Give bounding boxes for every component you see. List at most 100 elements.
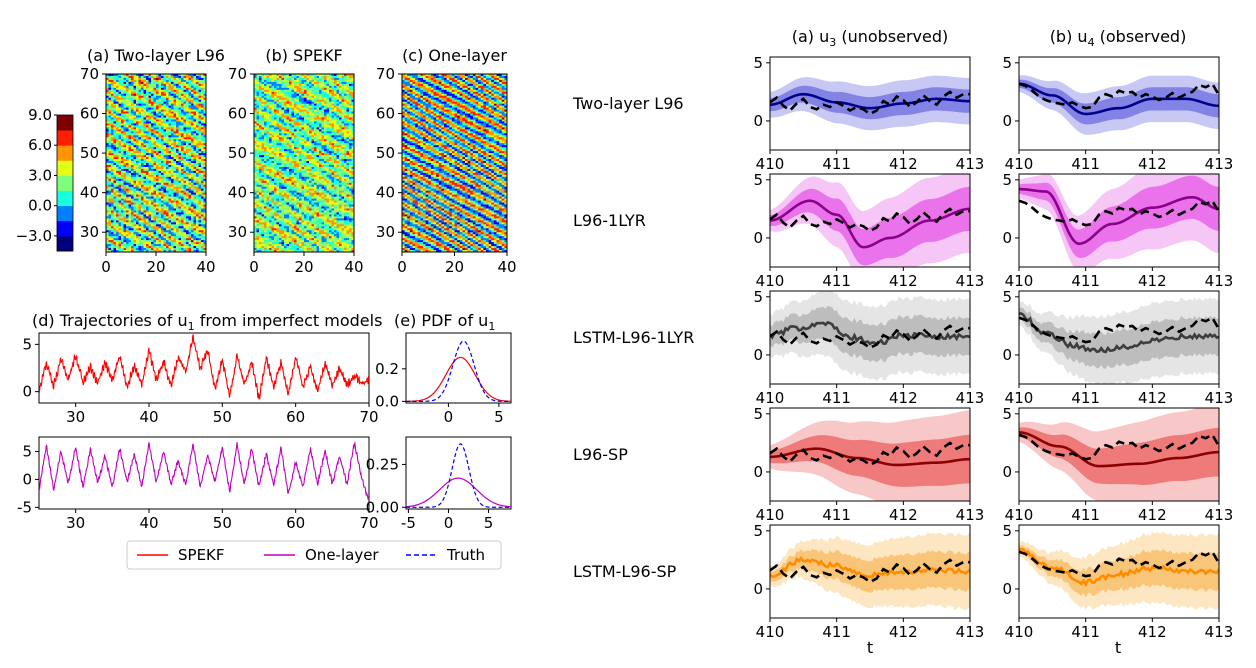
- heatmap-cell: [181, 139, 184, 142]
- heatmap-cell: [198, 212, 202, 215]
- heatmap-cell: [193, 143, 197, 146]
- heatmap-cell: [146, 214, 149, 217]
- heatmap-cell: [198, 145, 202, 148]
- heatmap-cell: [121, 172, 124, 176]
- heatmap-cell: [193, 137, 197, 140]
- heatmap-cell: [183, 200, 187, 203]
- heatmap-cell: [186, 117, 189, 120]
- heatmap-cell: [166, 125, 169, 128]
- heatmap-cell: [156, 153, 159, 156]
- heatmap-cell: [123, 103, 127, 106]
- heatmap-cell: [186, 212, 189, 215]
- heatmap-cell: [128, 103, 132, 106]
- heatmap-cell: [178, 222, 182, 225]
- heatmap-cell: [118, 129, 122, 132]
- heatmap-cell: [108, 186, 112, 190]
- heatmap-cell: [136, 95, 139, 99]
- heatmap-cell: [133, 216, 137, 219]
- heatmap-cell: [201, 186, 204, 190]
- heatmap-cell: [108, 107, 112, 110]
- heatmap-cell: [151, 212, 154, 215]
- heatmap-cell: [143, 182, 147, 186]
- heatmap-cell: [116, 101, 119, 105]
- heatmap-cell: [143, 204, 147, 207]
- heatmap-cell: [163, 117, 167, 120]
- heatmap-cell: [178, 151, 182, 154]
- heatmap-cell: [116, 95, 119, 99]
- heatmap-cell: [153, 192, 157, 195]
- heatmap-cell: [121, 190, 124, 194]
- heatmap-cell: [108, 149, 112, 152]
- heatmap-cell: [158, 107, 162, 110]
- heatmap-cell: [181, 81, 184, 85]
- heatmap-cell: [106, 147, 109, 150]
- heatmap-cell: [118, 157, 122, 160]
- heatmap-cell: [161, 170, 164, 174]
- heatmap-cell: [146, 212, 149, 215]
- heatmap-cell: [198, 105, 202, 108]
- heatmap-cell: [138, 176, 142, 180]
- heatmap-cell: [201, 145, 204, 148]
- heatmap-cell: [196, 75, 199, 79]
- heatmap-cell: [196, 103, 199, 106]
- heatmap-cell: [106, 105, 109, 108]
- heatmap-cell: [148, 89, 152, 93]
- heatmap-cell: [176, 147, 179, 150]
- heatmap-cell: [173, 83, 177, 87]
- heatmap-cell: [143, 101, 147, 105]
- heatmap-cell: [111, 163, 114, 166]
- heatmap-cell: [116, 105, 119, 108]
- heatmap-cell: [138, 222, 142, 225]
- heatmap-cell: [166, 178, 169, 182]
- heatmap-cell: [193, 208, 197, 211]
- heatmap-cell: [188, 155, 192, 158]
- heatmap-cell: [171, 151, 174, 154]
- heatmap-cell: [123, 178, 127, 182]
- heatmap-cell: [166, 214, 169, 217]
- heatmap-cell: [186, 149, 189, 152]
- heatmap-cell: [176, 77, 179, 81]
- heatmap-cell: [108, 137, 112, 140]
- heatmap-cell: [111, 121, 114, 124]
- heatmap-cell: [131, 127, 134, 130]
- heatmap-cell: [141, 216, 144, 219]
- heatmap-cell: [148, 91, 152, 95]
- heatmap-cell: [156, 75, 159, 79]
- heatmap-cell: [121, 133, 124, 136]
- heatmap-cell: [161, 180, 164, 184]
- heatmap-cell: [188, 180, 192, 184]
- heatmap-cell: [136, 151, 139, 154]
- heatmap-cell: [166, 137, 169, 140]
- heatmap-cell: [181, 113, 184, 116]
- heatmap-cell: [193, 139, 197, 142]
- heatmap-cell: [171, 208, 174, 211]
- heatmap-cell: [171, 127, 174, 130]
- heatmap-cell: [196, 119, 199, 122]
- heatmap-cell: [196, 151, 199, 154]
- heatmap-cell: [151, 127, 154, 130]
- heatmap-cell: [166, 123, 169, 126]
- heatmap-cell: [188, 79, 192, 83]
- heatmap-cell: [128, 137, 132, 140]
- heatmap-cell: [181, 125, 184, 128]
- heatmap-cell: [163, 97, 167, 101]
- heatmap-cell: [198, 115, 202, 118]
- heatmap-cell: [118, 123, 122, 126]
- heatmap-cell: [128, 216, 132, 219]
- heatmap-cell: [201, 184, 204, 188]
- heatmap-cell: [153, 123, 157, 126]
- heatmap-cell: [183, 186, 187, 190]
- heatmap-cell: [188, 123, 192, 126]
- heatmap-cell: [156, 137, 159, 140]
- heatmap-cell: [126, 97, 129, 101]
- heatmap-cell: [186, 89, 189, 93]
- heatmap-cell: [183, 145, 187, 148]
- heatmap-cell: [191, 186, 194, 190]
- heatmap-cell: [143, 220, 147, 223]
- heatmap-cell: [201, 200, 204, 203]
- heatmap-cell: [161, 119, 164, 122]
- heatmap-cell: [138, 99, 142, 103]
- heatmap-cell: [123, 153, 127, 156]
- heatmap-cell: [106, 125, 109, 128]
- heatmap-cell: [123, 105, 127, 108]
